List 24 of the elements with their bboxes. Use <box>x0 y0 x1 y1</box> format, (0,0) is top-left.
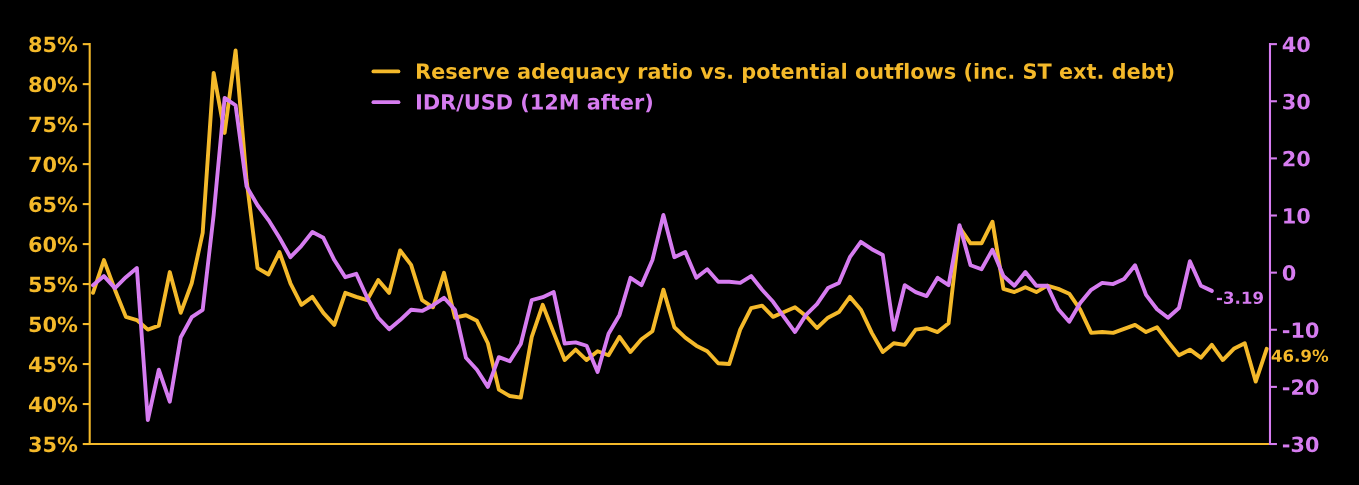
y-tick-label: 70% <box>29 156 78 173</box>
y-tick-label: 60% <box>29 236 78 253</box>
y2-tick-label: 20 <box>1283 150 1310 167</box>
y2-tick-label: 0 <box>1282 265 1296 281</box>
y-tick-label: 50% <box>29 316 78 333</box>
y2-tick-label: 10 <box>1284 207 1310 224</box>
y-tick-label: 40% <box>28 396 78 413</box>
y2-tick-label: 40 <box>1282 36 1310 53</box>
y2-tick-label: -30 <box>1282 436 1319 453</box>
legend-label: Reserve adequacy ratio vs. potential outflows (inc. ST ext. debt) <box>417 62 1174 84</box>
y-tick-label: 75% <box>29 116 78 133</box>
data-label: -3.19 <box>1216 291 1263 305</box>
y2-tick-label: -10 <box>1282 322 1319 338</box>
data-label: 46.9% <box>1271 349 1329 363</box>
y-tick-label: 85% <box>29 36 78 53</box>
y-tick-label: 45% <box>28 356 78 373</box>
legend-label: IDR/USD (12M after) <box>417 93 652 113</box>
y-tick-label: 65% <box>29 196 78 213</box>
y-tick-label: 55% <box>29 276 78 293</box>
line-series <box>91 95 1214 422</box>
y-tick-label: 80% <box>29 76 78 93</box>
y2-tick-label: -20 <box>1282 379 1319 396</box>
y2-tick-label: 30 <box>1283 93 1310 110</box>
y-tick-label: 35% <box>29 436 78 453</box>
